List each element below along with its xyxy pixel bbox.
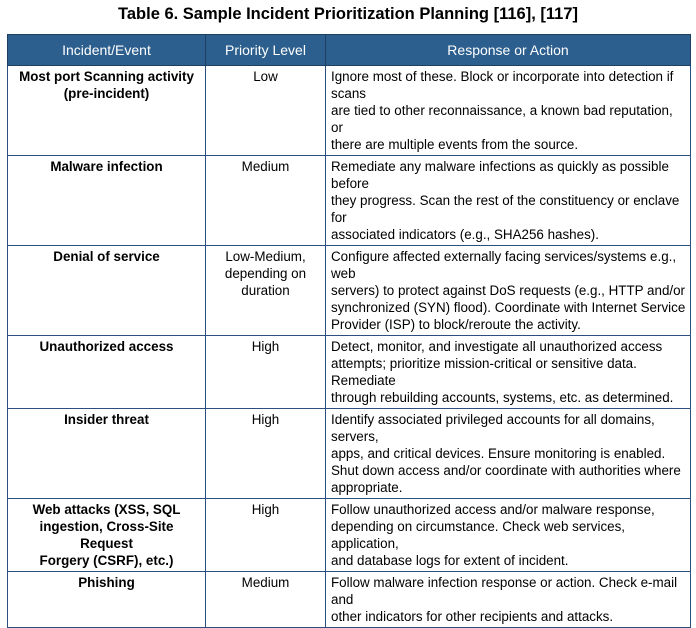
event-text-line: (pre-incident) [63,86,150,101]
priority-cell: High [205,408,326,499]
event-cell: Most port Scanning activity (pre-incident… [7,65,206,156]
response-text-line: Shut down access and/or coordinate with … [331,463,681,478]
response-text-line: servers) to protect against DoS requests… [331,283,686,298]
header-response-action: Response or Action [325,34,691,66]
response-text-line: there are multiple events from the sourc… [331,137,579,152]
response-text-line: Detect, monitor, and investigate all una… [331,339,663,354]
response-text-line: and database logs for extent of incident… [331,553,569,568]
event-text-line: Insider threat [64,412,149,427]
response-text-line: Configure affected externally facing ser… [331,249,677,281]
priority-text-line: High [251,339,280,354]
event-text-line: Malware infection [50,159,163,174]
event-text-line: Denial of service [53,249,160,264]
response-cell: Identify associated privileged accounts … [325,408,691,499]
table-row: Phishing Medium Follow malware infection r… [7,571,691,628]
response-cell: Remediate any malware infections as quic… [325,155,691,246]
response-text-line: appropriate. [331,480,403,495]
response-text-line: synchronized (SYN) flood). Coordinate wi… [331,300,686,315]
response-text-line: apps, and critical devices. Ensure monit… [331,446,666,461]
response-text-line: they progress. Scan the rest of the cons… [331,193,680,225]
response-cell: Ignore most of these. Block or incorpora… [325,65,691,156]
priority-cell: High [205,335,326,409]
priority-text-line: duration [241,283,290,298]
table-row: Web attacks (XSS, SQL ingestion, Cross-Si… [7,498,691,572]
table-caption: Table 6. Sample Incident Prioritization … [118,5,578,23]
priority-text-line: Low-Medium, [225,249,306,264]
response-text-line: depending on circumstance. Check web ser… [331,519,625,551]
response-text-line: other indicators for other recipients an… [331,609,614,624]
event-text-line: Unauthorized access [39,339,174,354]
response-cell: Follow malware infection response or act… [325,571,691,628]
event-cell: Unauthorized access [7,335,206,409]
response-text-line: associated indicators (e.g., SHA256 hash… [331,227,599,242]
response-cell: Follow unauthorized access and/or malwar… [325,498,691,572]
priority-cell: Medium [205,155,326,246]
event-text-line: Forgery (CSRF), etc.) [39,553,174,568]
table-row: Unauthorized access High Detect, monitor, … [7,335,691,409]
table-row: Insider threat High Identify associated pr… [7,408,691,499]
table-row: Most port Scanning activity (pre-incident… [7,65,691,156]
priority-cell: Medium [205,571,326,628]
header-incident-event: Incident/Event [7,34,206,66]
priority-text-line: Medium [241,159,290,174]
response-text-line: through rebuilding accounts, systems, et… [331,390,674,405]
event-cell: Malware infection [7,155,206,246]
event-text-line: ingestion, Cross-Site Request [39,519,174,551]
response-text-line: Ignore most of these. Block or incorpora… [331,69,674,101]
priority-text-line: depending on [224,266,307,281]
event-cell: Insider threat [7,408,206,499]
priority-cell: Low [205,65,326,156]
event-text-line: Web attacks (XSS, SQL [32,502,181,517]
priority-text-line: Medium [241,575,290,590]
event-cell: Denial of service [7,245,206,336]
response-text-line: Provider (ISP) to block/reroute the acti… [331,317,581,332]
response-text-line: attempts; prioritize mission-critical or… [331,356,637,388]
table-header-row: Incident/Event Priority Level Response o… [7,34,691,66]
event-text-line: Phishing [78,575,135,590]
priority-cell: Low-Medium, depending on duration [205,245,326,336]
event-cell: Phishing [7,571,206,628]
priority-text-line: Low [253,69,278,84]
event-text-line: Most port Scanning activity [19,69,194,84]
table-row: Malware infection Medium Remediate any mal… [7,155,691,246]
header-priority-level: Priority Level [205,34,326,66]
priority-cell: High [205,498,326,572]
response-text-line: Follow malware infection response or act… [331,575,678,607]
event-cell: Web attacks (XSS, SQL ingestion, Cross-Si… [7,498,206,572]
response-cell: Detect, monitor, and investigate all una… [325,335,691,409]
table-row: Denial of service Low-Medium, depending on… [7,245,691,336]
response-cell: Configure affected externally facing ser… [325,245,691,336]
response-text-line: Follow unauthorized access and/or malwar… [331,502,655,517]
response-text-line: Identify associated privileged accounts … [331,412,655,444]
priority-text-line: High [251,502,280,517]
priority-text-line: High [251,412,280,427]
response-text-line: are tied to other reconnaissance, a know… [331,103,673,135]
response-text-line: Remediate any malware infections as quic… [331,159,669,191]
incident-prioritization-table: Incident/Event Priority Level Response o… [7,34,691,628]
